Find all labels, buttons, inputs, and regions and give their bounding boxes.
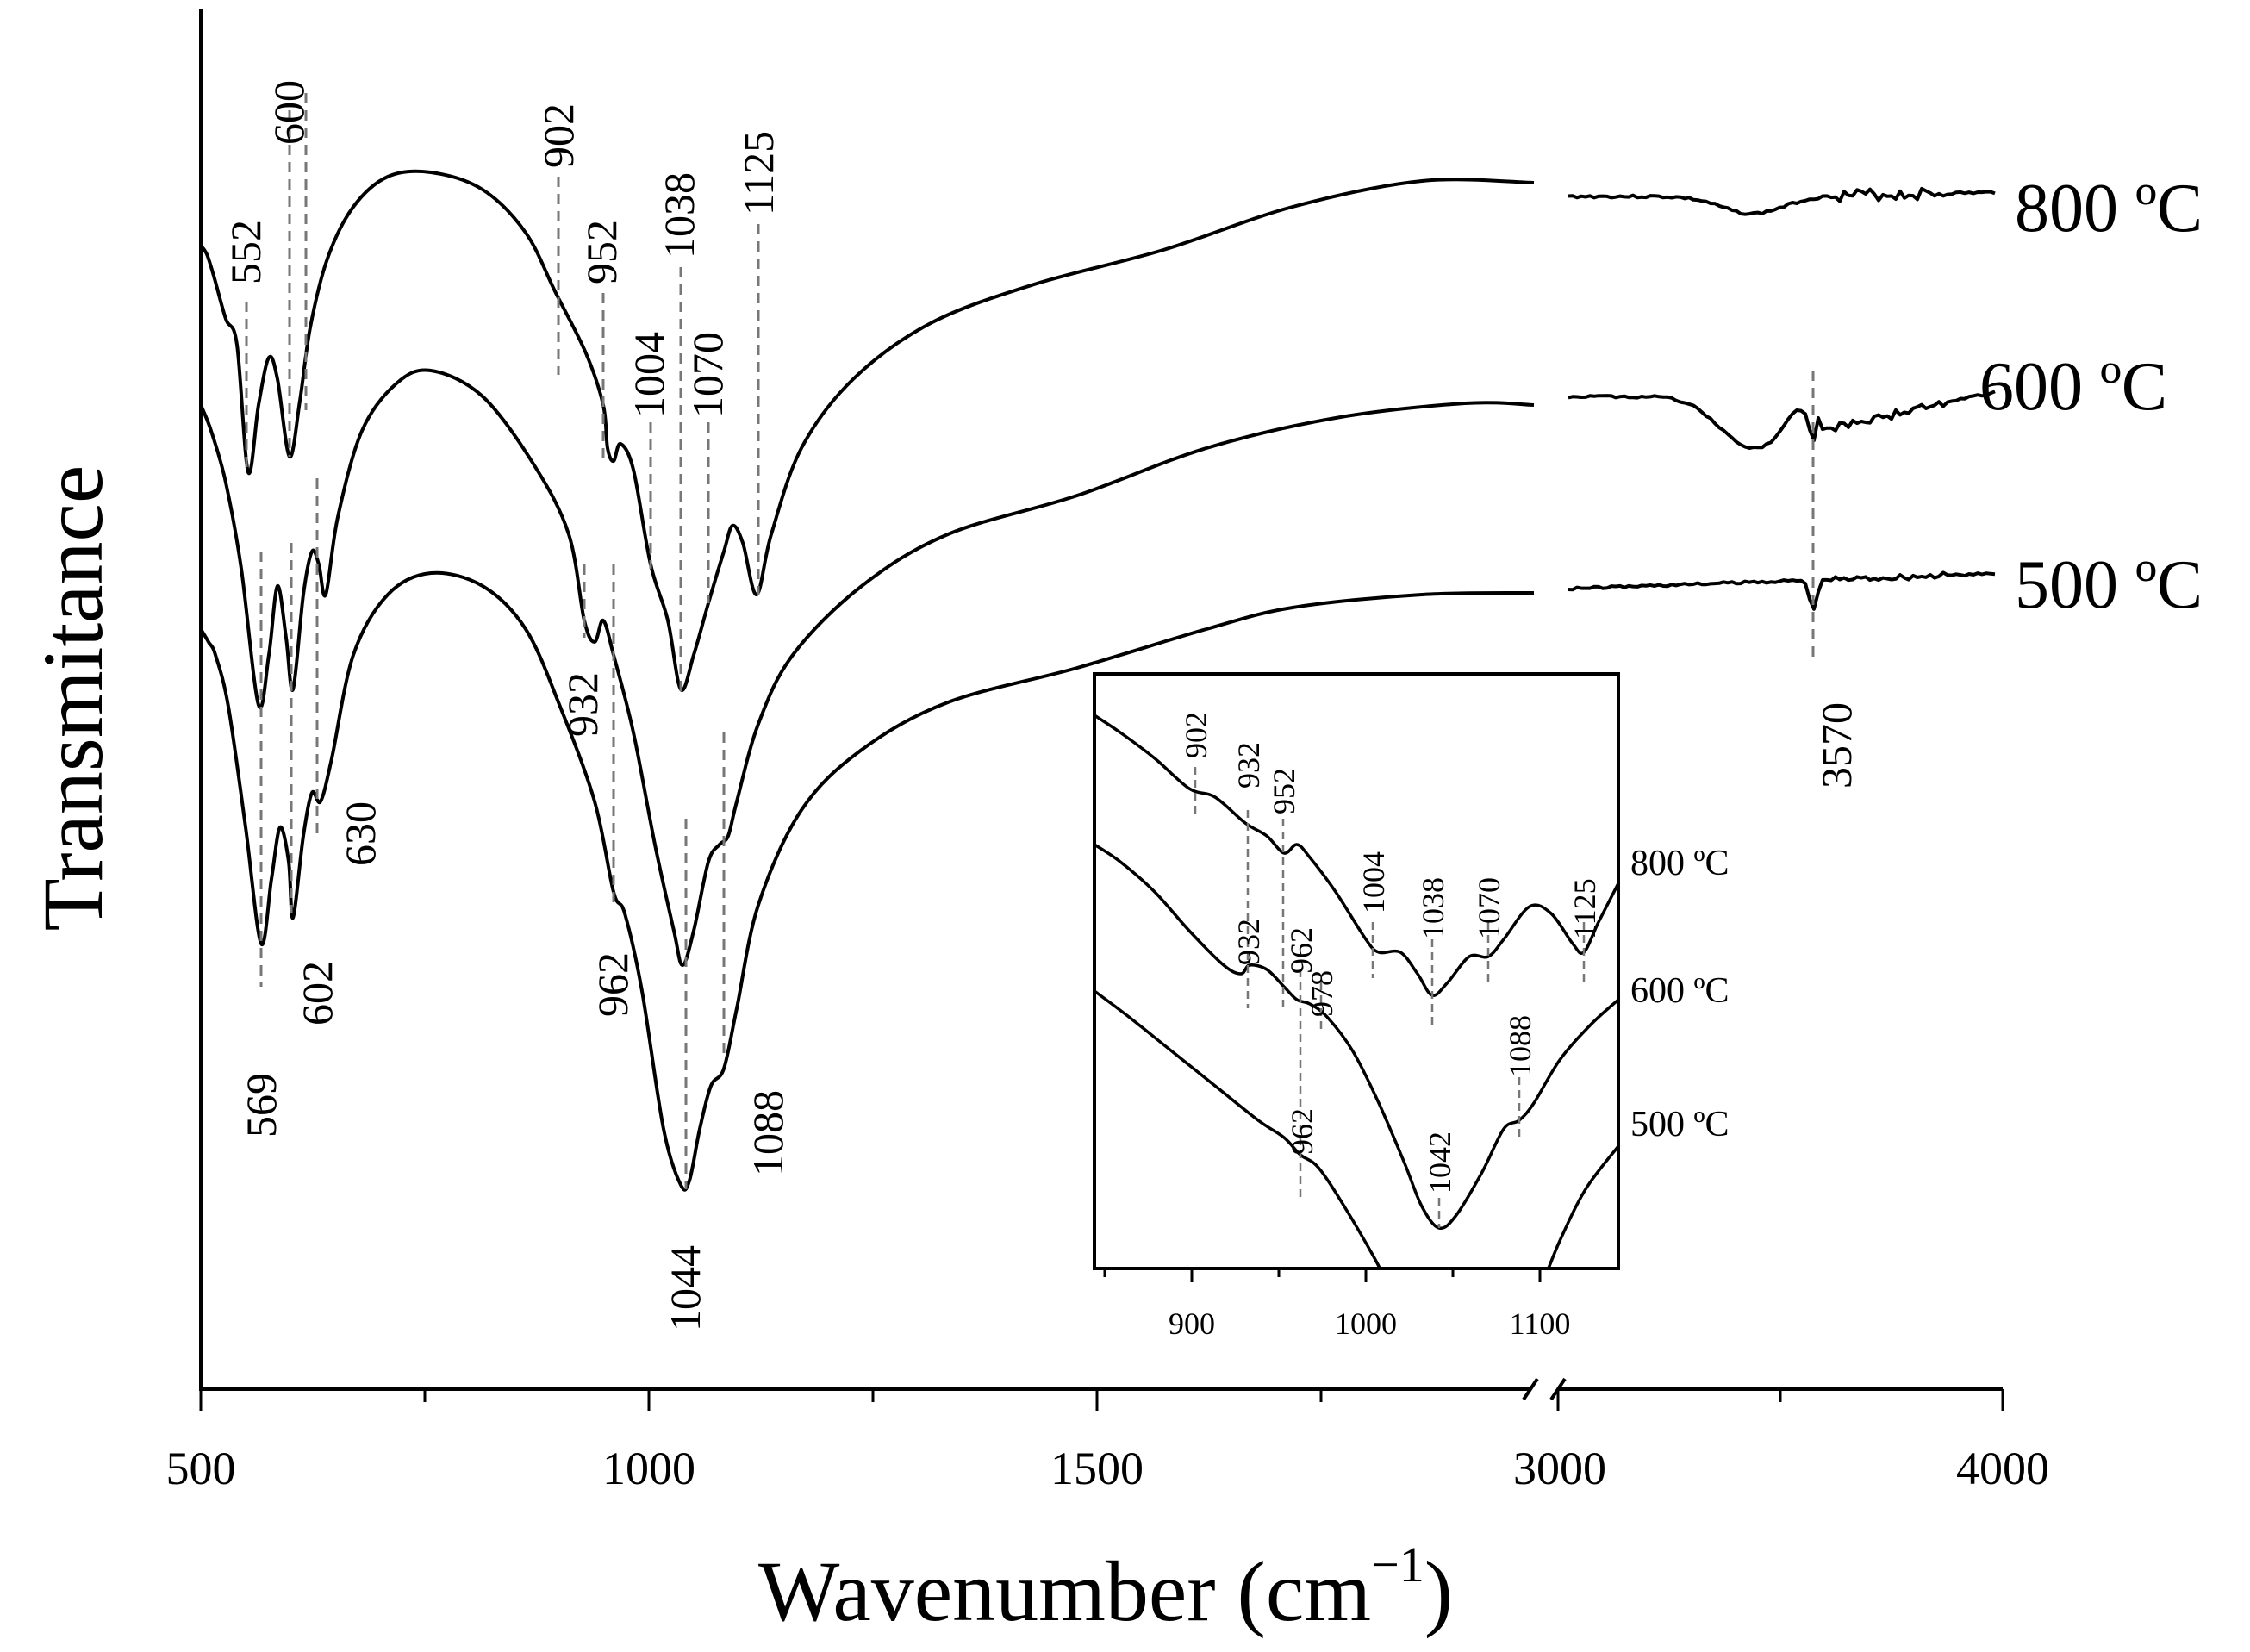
series-label-600: 600 ºC [1979,349,2167,425]
x-tick-label: 500 [166,1443,236,1494]
inset-series-label-800: 800 ºC [1630,844,1730,883]
inset-series-label-500: 500 ºC [1630,1105,1730,1144]
series-600-line [199,368,1535,967]
peak-label: 902 [534,103,583,168]
x-tick-labels: 500 1000 1500 3000 4000 [166,1443,2050,1494]
peak-label: 962 [589,952,637,1017]
peak-markers [245,93,1815,1189]
peak-label: 3570 [1812,702,1860,789]
y-axis-title: Transmitance [25,465,121,932]
inset-peak-label: 932 [1231,919,1266,965]
peak-label: 1044 [661,1245,709,1331]
inset-x-tick-label: 1000 [1335,1306,1397,1341]
x-tick-label: 1000 [602,1443,695,1494]
inset-peak-label: 962 [1285,1108,1319,1155]
inset-peak-label: 1125 [1568,878,1602,939]
inset-series-500-line-right [1547,1144,1618,1269]
x-axis-title: Wavenumber (cm−1) [758,1537,1453,1639]
series-800-line [199,169,1535,692]
x-tick-label: 1500 [1050,1443,1144,1494]
peak-label: 1038 [655,172,703,259]
peak-labels: 552 600 902 952 1004 1038 1070 1125 932 … [221,80,1860,1331]
peak-label: 1070 [683,332,732,418]
series-500-line [199,570,1535,1192]
peak-label: 602 [293,961,341,1025]
series-label-800: 800 ºC [2015,171,2203,246]
inset-peak-label: 1004 [1356,851,1391,913]
series-500-line-right [1568,570,1996,611]
peak-label: 569 [237,1073,285,1138]
inset-x-tick-label: 900 [1169,1306,1215,1341]
peak-label: 1088 [744,1090,792,1176]
inset-chart: 900 1000 1100 902 932 952 1004 1038 1070… [1093,672,1730,1341]
inset-peak-label: 952 [1267,768,1301,814]
inset-peak-label: 932 [1231,742,1266,789]
series-600-line-right [1568,390,1996,450]
x-tick-label: 4000 [1956,1443,2049,1494]
inset-peak-label: 978 [1305,970,1339,1017]
series-label-500: 500 ºC [2015,547,2203,623]
peak-label: 630 [336,801,384,866]
peak-label: 552 [221,220,270,284]
inset-peak-label: 1038 [1416,877,1450,939]
peak-label: 600 [265,80,313,145]
x-axis-ticks [199,1389,2004,1411]
series-800-line-right [1568,186,1996,216]
inset-series-500-line [1094,989,1382,1269]
inset-peak-label: 1088 [1503,1015,1537,1077]
peak-label: 952 [577,220,626,284]
inset-frame [1093,672,1620,1270]
axis-break-mark-1 [1522,1377,1539,1401]
inset-peak-label: 902 [1179,712,1213,758]
x-tick-label: 3000 [1513,1443,1606,1494]
peak-label: 1125 [734,131,782,215]
inset-peak-label: 1042 [1423,1131,1457,1194]
peak-label: 932 [558,672,607,737]
inset-peak-label: 962 [1284,927,1318,974]
inset-series-label-600: 600 ºC [1630,971,1730,1011]
inset-series-800-line [1094,714,1618,997]
inset-peak-label: 1070 [1472,877,1506,939]
inset-x-tick-label: 1100 [1510,1306,1571,1341]
peak-label: 1004 [625,332,673,418]
